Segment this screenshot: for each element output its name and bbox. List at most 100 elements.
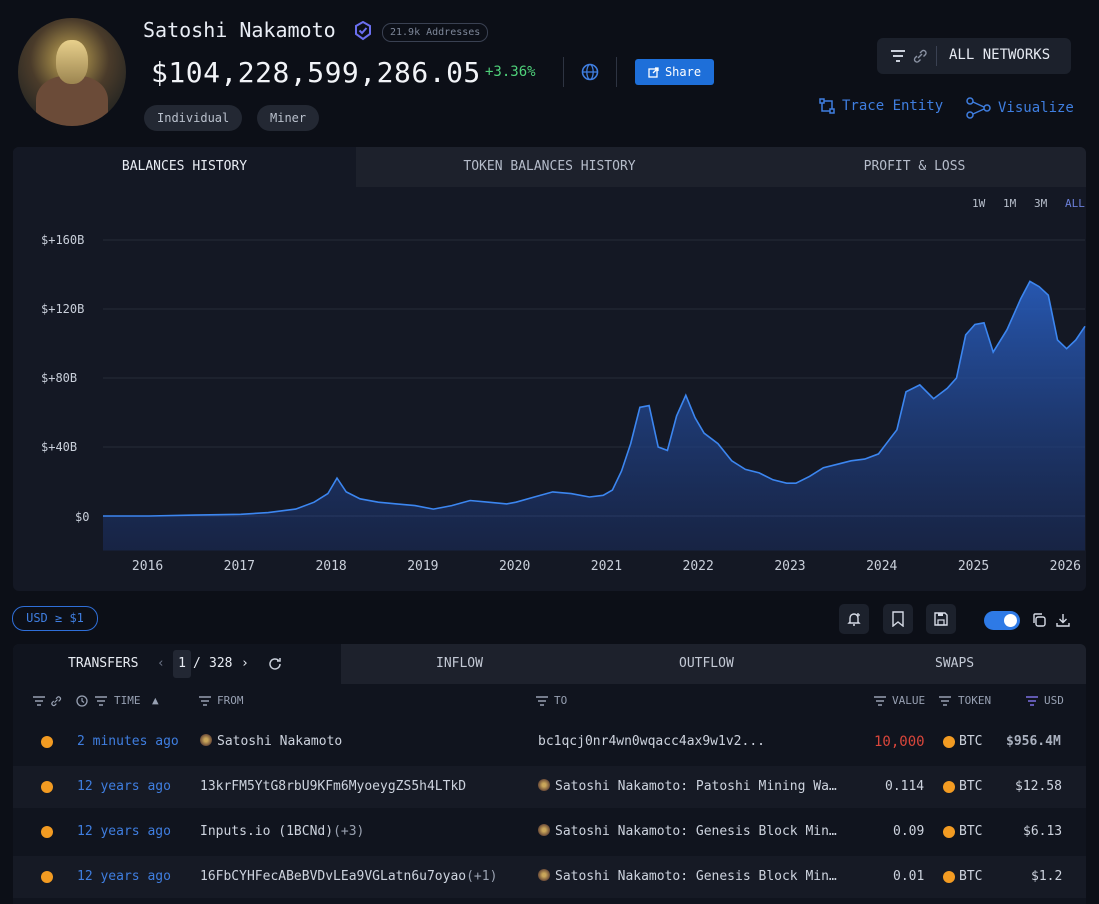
header-to: TO (554, 694, 568, 707)
row-from-label: 16FbCYHFecABeBVDvLEa9VGLatn6u7oyao (200, 869, 467, 884)
row-usd: $6.13 (1023, 824, 1063, 839)
tab-swaps[interactable]: SWAPS (935, 656, 975, 671)
x-tick: 2017 (223, 559, 255, 574)
network-selector[interactable]: ALL NETWORKS (877, 38, 1071, 74)
row-to[interactable]: Satoshi Nakamoto: Genesis Block Min… (538, 869, 837, 884)
row-to[interactable]: bc1qcj0nr4wn0wqacc4ax9w1v2... (538, 734, 765, 749)
copy-icon[interactable] (1031, 612, 1047, 628)
share-button[interactable]: Share (635, 59, 714, 85)
x-tick: 2022 (682, 559, 714, 574)
filter-icon (891, 50, 905, 62)
addresses-count-badge[interactable]: 21.9k Addresses (382, 23, 489, 42)
btc-icon (41, 781, 53, 793)
trace-entity-link[interactable]: Trace Entity (818, 97, 943, 115)
table-row[interactable]: 12 years ago Inputs.io (1BCNd)(+3) Satos… (13, 811, 1086, 853)
page-separator: / (193, 656, 201, 671)
filter-icon[interactable] (536, 696, 548, 706)
entity-avatar-icon (200, 734, 212, 746)
filter-icon[interactable] (95, 696, 107, 706)
row-to[interactable]: Satoshi Nakamoto: Genesis Block Min… (538, 824, 837, 839)
tab-transfers[interactable]: TRANSFERS (68, 656, 139, 671)
balance-chart[interactable] (13, 147, 1086, 591)
link-icon[interactable] (50, 695, 62, 707)
tag-miner[interactable]: Miner (257, 105, 320, 131)
row-time[interactable]: 12 years ago (77, 779, 171, 794)
alert-button[interactable] (839, 604, 869, 634)
prev-page-button[interactable]: ‹ (157, 656, 165, 671)
usd-filter-pill[interactable]: USD ≥ $1 (12, 606, 98, 631)
row-to[interactable]: Satoshi Nakamoto: Patoshi Mining Wa… (538, 779, 837, 794)
row-time[interactable]: 2 minutes ago (77, 734, 179, 749)
clock-icon[interactable] (76, 695, 88, 707)
header-value: VALUE (892, 694, 926, 707)
tab-outflow[interactable]: OUTFLOW (679, 656, 734, 671)
row-from[interactable]: Inputs.io (1BCNd)(+3) (200, 824, 364, 839)
y-tick: $+80B (41, 371, 78, 385)
row-from[interactable]: 13krFM5YtG8rbU9KFm6MyoeygZS5h4LTkD (200, 779, 467, 794)
filter-icon[interactable] (874, 696, 886, 706)
row-time[interactable]: 12 years ago (77, 869, 171, 884)
row-token[interactable]: BTC (959, 779, 983, 794)
range-1m[interactable]: 1M (1003, 197, 1017, 210)
save-button[interactable] (926, 604, 956, 634)
link-icon (913, 49, 927, 63)
divider (616, 57, 617, 87)
row-from-extra[interactable]: (+1) (466, 869, 498, 884)
save-icon (934, 612, 948, 626)
refresh-icon[interactable] (267, 656, 283, 672)
total-balance: $104,228,599,286.05 (151, 56, 481, 89)
entity-avatar (18, 18, 126, 126)
row-usd: $956.4M (1006, 734, 1061, 749)
sort-asc-icon[interactable]: ▲ (152, 694, 159, 707)
header-usd: USD (1044, 694, 1064, 707)
tag-individual[interactable]: Individual (144, 105, 243, 131)
btc-icon (943, 781, 955, 793)
x-tick: 2020 (498, 559, 531, 574)
tab-balances-history[interactable]: BALANCES HISTORY (13, 147, 356, 187)
filter-icon[interactable] (1026, 696, 1038, 706)
divider (563, 57, 564, 87)
next-page-button[interactable]: › (241, 656, 249, 671)
range-3m[interactable]: 3M (1034, 197, 1048, 210)
table-row[interactable]: 12 years ago 16FbCYHFecABeBVDvLEa9VGLatn… (13, 856, 1086, 898)
row-token[interactable]: BTC (959, 734, 983, 749)
download-icon[interactable] (1055, 612, 1071, 628)
toggle-switch[interactable] (984, 611, 1020, 630)
external-link-icon (648, 66, 659, 78)
row-from[interactable]: 16FbCYHFecABeBVDvLEa9VGLatn6u7oyao(+1) (200, 869, 497, 884)
tab-inflow[interactable]: INFLOW (436, 656, 483, 671)
visualize-link[interactable]: Visualize (966, 97, 1074, 119)
y-tick: $+120B (41, 302, 85, 316)
range-all[interactable]: ALL (1065, 197, 1085, 210)
entity-avatar-icon (538, 824, 550, 836)
row-from[interactable]: Satoshi Nakamoto (200, 734, 342, 749)
row-time[interactable]: 12 years ago (77, 824, 171, 839)
table-row[interactable]: 2 minutes ago Satoshi Nakamoto bc1qcj0nr… (13, 721, 1086, 763)
entity-avatar-icon (538, 869, 550, 881)
x-tick: 2025 (957, 559, 990, 574)
filter-icon[interactable] (199, 696, 211, 706)
row-usd: $12.58 (1015, 779, 1062, 794)
tab-token-balances-history[interactable]: TOKEN BALANCES HISTORY (463, 159, 636, 174)
row-token[interactable]: BTC (959, 869, 983, 884)
btc-icon (943, 736, 955, 748)
total-pages: 328 (209, 656, 233, 671)
range-1w[interactable]: 1W (972, 197, 986, 210)
header-time[interactable]: TIME (114, 694, 141, 707)
globe-icon[interactable] (581, 63, 599, 81)
filter-icon[interactable] (939, 696, 951, 706)
balance-change: +3.36% (485, 64, 536, 80)
table-row[interactable]: 12 years ago 13krFM5YtG8rbU9KFm6MyoeygZS… (13, 766, 1086, 808)
bookmark-button[interactable] (883, 604, 913, 634)
row-token[interactable]: BTC (959, 824, 983, 839)
entity-avatar-icon (538, 779, 550, 791)
row-value: 10,000 (874, 734, 925, 750)
row-usd: $1.2 (1031, 869, 1063, 884)
row-value: 0.114 (885, 779, 925, 794)
page-number[interactable]: 1 (173, 650, 191, 678)
x-tick: 2021 (590, 559, 623, 574)
row-from-extra[interactable]: (+3) (333, 824, 365, 839)
tab-profit-loss[interactable]: PROFIT & LOSS (863, 159, 966, 174)
filter-icon[interactable] (33, 696, 45, 706)
bell-plus-icon (847, 613, 861, 626)
